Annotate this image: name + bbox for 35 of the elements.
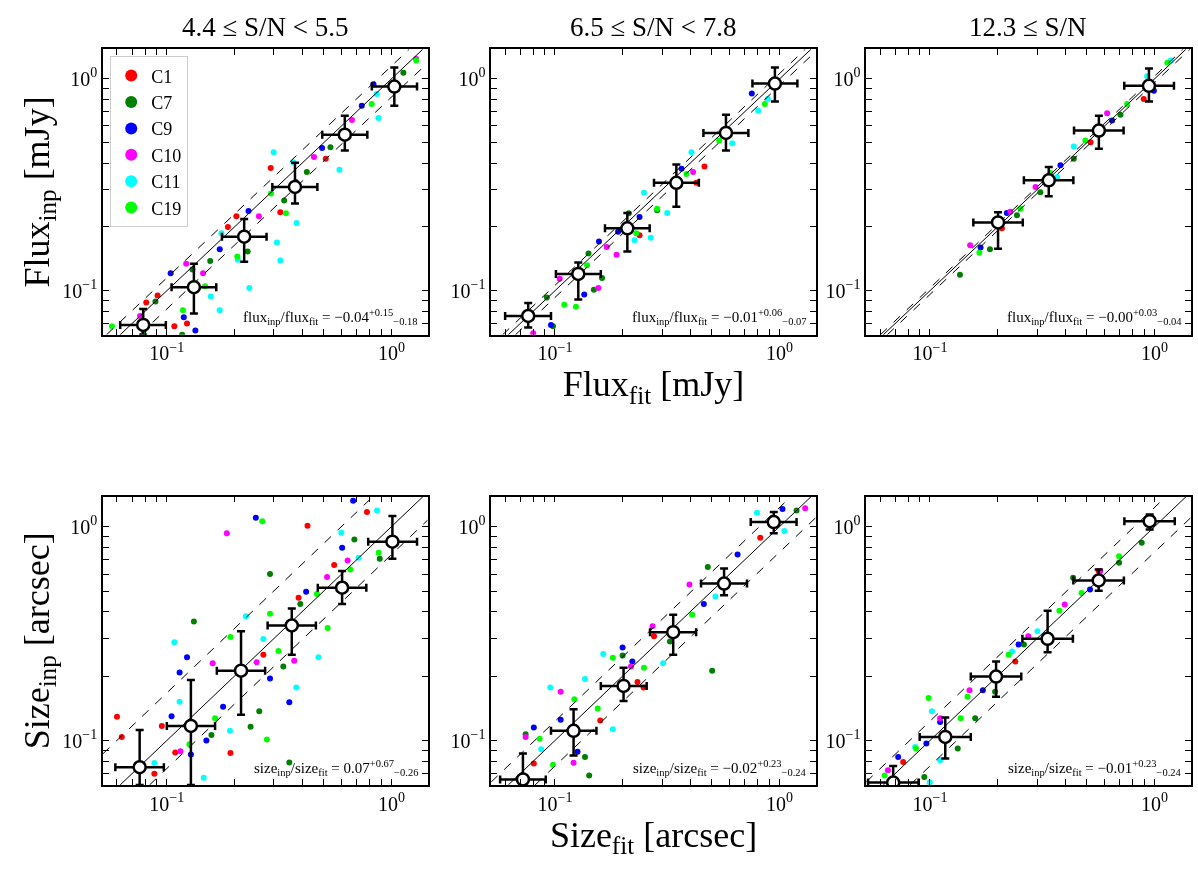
chart-title: 6.5 ≤ S/N < 7.8 (570, 12, 737, 42)
x-tick-label: 10$^{−1}$ (537, 790, 573, 815)
x-axis-title: Flux$_{fit}$ [mJy] (562, 364, 745, 410)
y-tick-label: 10$^{−1}$ (825, 277, 861, 302)
chart-title: 4.4 ≤ S/N < 5.5 (182, 12, 349, 42)
legend-label: C9 (151, 119, 173, 140)
x-tick-label: 10$^{−1}$ (149, 790, 185, 815)
y-tick-label: 10$^{0}$ (70, 65, 98, 90)
x-tick-label: 10$^{0}$ (377, 340, 405, 365)
x-tick-label: 10$^{0}$ (766, 790, 794, 815)
x-tick-label: 10$^{0}$ (766, 340, 794, 365)
y-tick-label: 10$^{−1}$ (62, 277, 98, 302)
y-tick-label: 10$^{−1}$ (450, 277, 486, 302)
x-tick-label: 10$^{−1}$ (912, 340, 948, 365)
legend-label: C19 (151, 198, 182, 219)
x-tick-label: 10$^{−1}$ (912, 790, 948, 815)
legend-label: C11 (151, 172, 181, 193)
legend-label: C10 (151, 145, 182, 166)
x-tick-label: 10$^{0}$ (377, 790, 405, 815)
legend-label: C7 (151, 93, 173, 113)
y-tick-label: 10$^{0}$ (833, 513, 861, 538)
y-tick-label: 10$^{0}$ (70, 513, 98, 538)
x-tick-label: 10$^{−1}$ (537, 340, 573, 365)
x-tick-label: 10$^{0}$ (1141, 790, 1169, 815)
y-tick-label: 10$^{−1}$ (825, 727, 861, 752)
y-tick-label: 10$^{0}$ (458, 65, 486, 90)
y-tick-label: 10$^{−1}$ (62, 727, 98, 752)
y-tick-label: 10$^{−1}$ (450, 727, 486, 752)
legend-label: C1 (151, 66, 173, 87)
x-tick-label: 10$^{0}$ (1141, 340, 1169, 365)
chart-title: 12.3 ≤ S/N (969, 12, 1087, 42)
y-tick-label: 10$^{0}$ (833, 65, 861, 90)
x-axis-title: Size$_{fit}$ [arcsec] (549, 814, 758, 860)
x-tick-label: 10$^{−1}$ (149, 340, 185, 365)
y-tick-label: 10$^{0}$ (458, 513, 486, 538)
